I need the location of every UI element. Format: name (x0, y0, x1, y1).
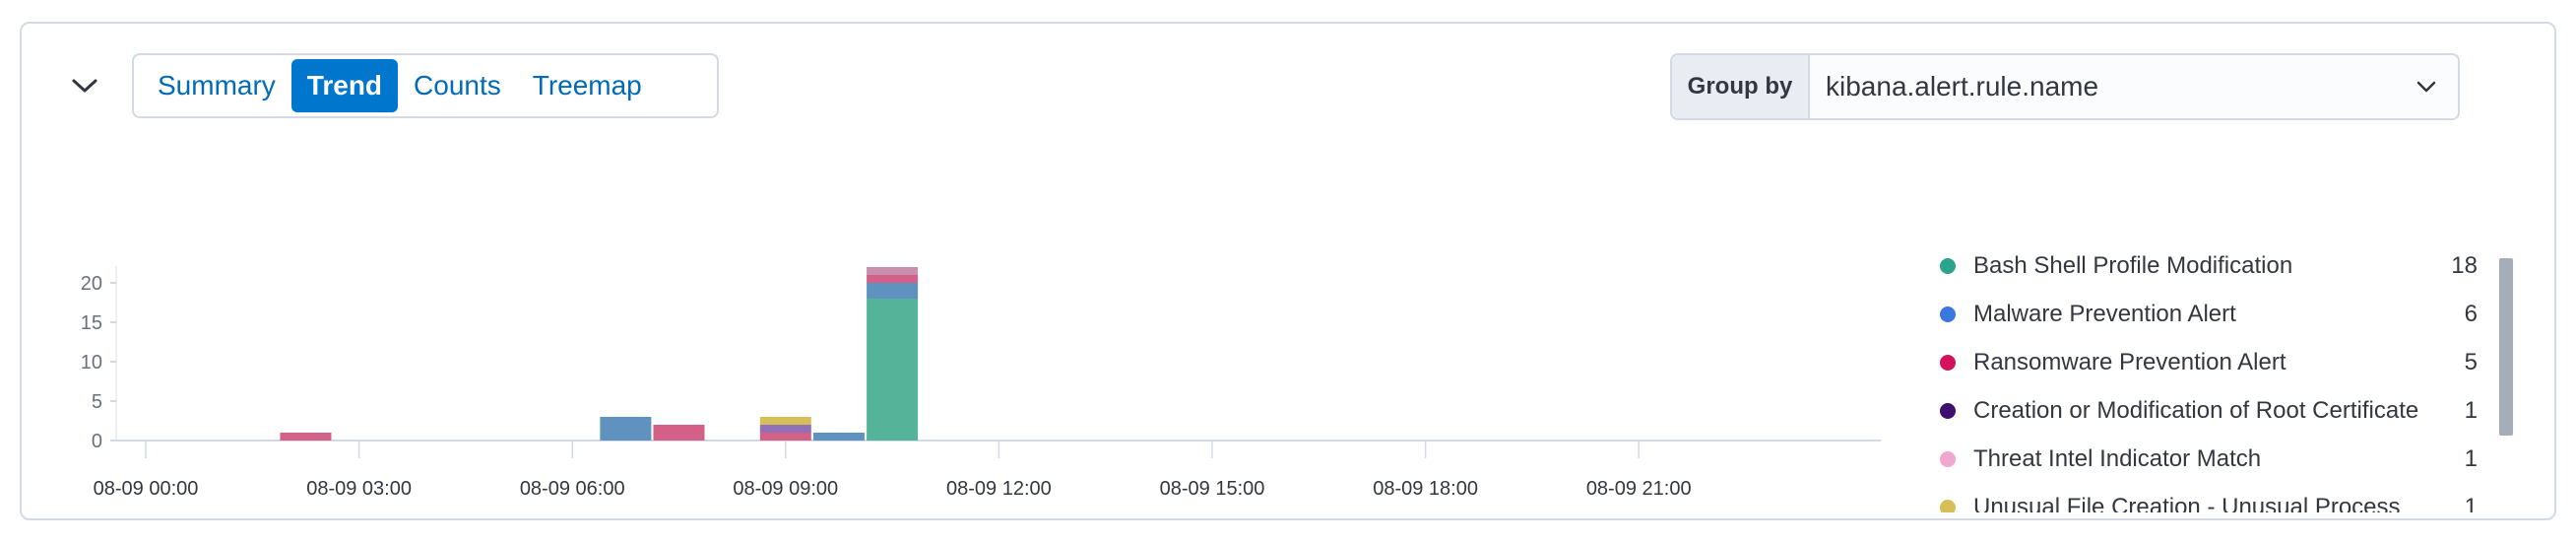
legend-item-label: Creation or Modification of Root Certifi… (1973, 397, 2419, 424)
group-by-select[interactable]: kibana.alert.rule.name (1810, 55, 2458, 118)
x-tick-label: 08-09 00:00 (94, 478, 199, 500)
legend-item-label: Ransomware Prevention Alert (1973, 349, 2286, 375)
legend-item[interactable]: Bash Shell Profile Modification 18 (1930, 246, 2478, 286)
legend-color-dot (1940, 258, 1956, 274)
legend-item[interactable]: Ransomware Prevention Alert 5 (1930, 343, 2478, 382)
chart-bar-segment (759, 417, 811, 425)
group-by-control: Group by kibana.alert.rule.name (1670, 53, 2460, 120)
legend-item-count: 1 (2464, 397, 2478, 424)
x-tick-label: 08-09 18:00 (1373, 478, 1478, 500)
legend-item-count: 5 (2464, 349, 2478, 375)
legend-color-dot (1940, 306, 1956, 322)
chart-bar-segment (867, 283, 919, 299)
legend-item-label: Unusual File Creation - Unusual Process (1973, 494, 2401, 512)
tab-trend[interactable]: Trend (290, 59, 399, 112)
y-tick-label: 20 (81, 273, 102, 295)
chart-bar-segment (759, 433, 811, 441)
legend-scrollbar[interactable] (2499, 258, 2513, 436)
view-tabs: Summary Trend Counts Treemap (132, 53, 719, 118)
y-tick-label: 15 (81, 312, 102, 334)
x-tick-label: 08-09 21:00 (1586, 478, 1692, 500)
group-by-value: kibana.alert.rule.name (1826, 71, 2099, 102)
legend-item[interactable]: Unusual File Creation - Unusual Process 1 (1930, 488, 2478, 512)
tab-treemap[interactable]: Treemap (532, 70, 642, 101)
legend-item-label: Threat Intel Indicator Match (1973, 445, 2262, 472)
chart-legend: Bash Shell Profile Modification 18 Malware… (1930, 246, 2481, 512)
x-tick-label: 08-09 06:00 (520, 478, 625, 500)
x-tick-label: 08-09 15:00 (1160, 478, 1265, 500)
tab-summary[interactable]: Summary (158, 70, 276, 101)
chart-bar-segment (280, 433, 332, 441)
legend-color-dot (1940, 355, 1956, 371)
legend-item-count: 1 (2464, 494, 2478, 512)
collapse-toggle-button[interactable] (55, 61, 114, 110)
chart-bar-segment (812, 433, 865, 441)
legend-item[interactable]: Malware Prevention Alert 6 (1930, 295, 2478, 334)
legend-item[interactable]: Creation or Modification of Root Certifi… (1930, 391, 2478, 431)
chart-bar-segment (867, 299, 919, 441)
chart-bar-segment (653, 425, 705, 441)
legend-color-dot (1940, 403, 1956, 419)
tab-counts[interactable]: Counts (414, 70, 501, 101)
legend-item-label: Bash Shell Profile Modification (1973, 252, 2293, 279)
chevron-down-icon (2416, 81, 2436, 93)
x-tick-label: 08-09 03:00 (306, 478, 412, 500)
trend-chart: 0 5 10 15 20 08-09 00:00 08-09 03:00 08-09 06:0… (81, 266, 1881, 500)
legend-color-dot (1940, 451, 1956, 467)
y-tick-label: 5 (92, 391, 102, 413)
legend-color-dot (1940, 500, 1956, 512)
chevron-down-icon (72, 79, 97, 93)
chart-bar-segment (867, 275, 919, 283)
y-tick-label: 0 (92, 431, 102, 452)
x-tick-label: 08-09 12:00 (946, 478, 1052, 500)
group-by-label: Group by (1672, 55, 1810, 118)
x-tick-label: 08-09 09:00 (733, 478, 838, 500)
chart-bar-segment (759, 425, 811, 433)
legend-item-count: 6 (2464, 301, 2478, 327)
legend-item-count: 1 (2464, 445, 2478, 472)
chart-bar-segment (600, 417, 652, 441)
legend-item-count: 18 (2451, 252, 2478, 279)
legend-item[interactable]: Threat Intel Indicator Match 1 (1930, 440, 2478, 479)
chart-bar-segment (867, 267, 919, 275)
legend-item-label: Malware Prevention Alert (1973, 301, 2236, 327)
y-tick-label: 10 (81, 352, 102, 374)
